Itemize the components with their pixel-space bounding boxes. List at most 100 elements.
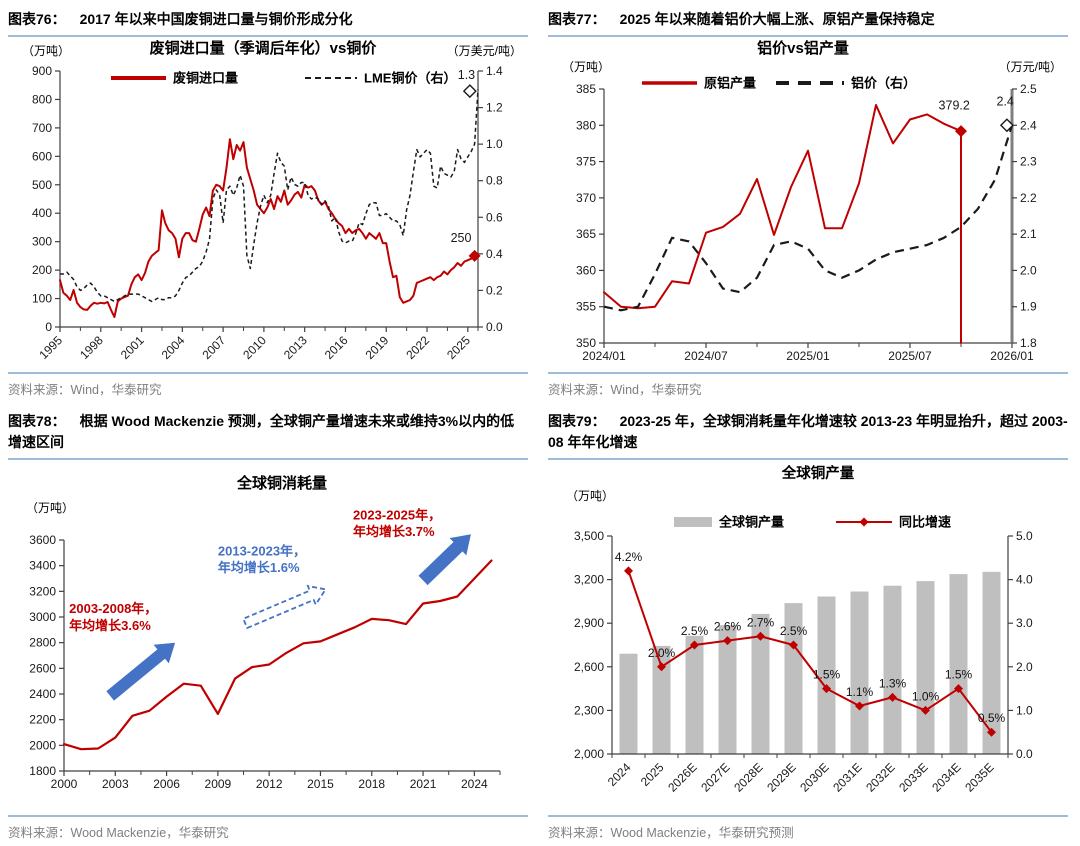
diamond-marker <box>789 640 798 650</box>
figure-panel-78: 图表78： 根据 Wood Mackenzie 预测，全球铜产量增速未来或维持3%… <box>0 402 540 846</box>
y-left-tick-label: 380 <box>576 118 596 132</box>
x-tick-label: 2025 <box>638 760 667 789</box>
diamond-marker <box>987 727 996 737</box>
legend-label: 原铝产量 <box>704 76 756 91</box>
y-left-tick-label: 3,200 <box>574 573 604 587</box>
y-right-tick-label: 2.2 <box>1020 191 1037 205</box>
trend-arrow <box>418 534 471 586</box>
trend-arrow <box>106 642 176 701</box>
chart-annotation: 年均增长3.7% <box>353 524 435 539</box>
y-right-tick-label: 0.2 <box>486 283 503 297</box>
figure-source: 资料来源：Wind，华泰研究 <box>548 372 1068 398</box>
data-label: 2.0% <box>648 646 676 660</box>
x-tick-label: 2012 <box>256 777 283 791</box>
data-label: 2.6% <box>714 620 742 634</box>
y-right-tick-label: 0.0 <box>1016 747 1033 761</box>
x-tick-label: 2026/01 <box>990 349 1034 363</box>
aluminum-price-line <box>603 124 1014 312</box>
y-right-tick-label: 0.6 <box>486 210 503 224</box>
diamond-marker <box>723 636 732 646</box>
y-left-tick-label: 2,600 <box>574 660 604 674</box>
x-tick-label: 2018 <box>358 777 385 791</box>
chart-title: 全球铜消耗量 <box>236 474 327 492</box>
chart-annotation: 2013-2023年， <box>218 543 306 558</box>
y-right-tick-label: 2.3 <box>1020 155 1037 169</box>
y-right-tick-label: 2.5 <box>1020 82 1037 96</box>
x-tick-label: 2006 <box>153 777 180 791</box>
figure-title: 2023-25 年，全球铜消耗量年化增速较 2013-23 年明显抬升，超过 2… <box>548 413 1068 450</box>
chart-canvas-global-copper-consumption: 1800200022002400260028003000320034003600… <box>26 474 501 791</box>
chart-area-78: 1800 2000 2200 2400 2600 2800 3000 3200 3400 3600… <box>8 460 528 814</box>
right-axis-unit: （万元/吨） <box>999 60 1062 74</box>
y-left-tick-label: 200 <box>32 263 52 277</box>
y-left-tick-label: 3600 <box>29 533 56 547</box>
x-tick-label: 2007 <box>199 333 228 362</box>
x-tick-label: 2025/01 <box>786 349 830 363</box>
x-tick-label: 1995 <box>36 333 65 362</box>
diamond-marker <box>999 118 1014 133</box>
axes: 0 100 200 300 400 500 600 700 800 900 0.0 0.2 0.4 0.6… <box>32 64 503 362</box>
y-right-tick-label: 2.0 <box>1020 263 1037 277</box>
y-left-tick-label: 2800 <box>29 636 56 650</box>
figure-header-78: 图表78： 根据 Wood Mackenzie 预测，全球铜产量增速未来或维持3%… <box>8 402 528 460</box>
legend-label: 同比增速 <box>899 515 951 530</box>
x-tick-label: 2024/07 <box>684 349 728 363</box>
x-tick-label: 2031E <box>830 760 864 794</box>
x-tick-label: 2015 <box>307 777 334 791</box>
diamond-marker <box>468 249 481 262</box>
x-tick-label: 2033E <box>896 760 930 794</box>
left-axis-unit: （万吨） <box>26 501 74 515</box>
y-left-tick-label: 3200 <box>29 584 56 598</box>
y-right-tick-label: 4.0 <box>1016 573 1033 587</box>
figure-source: 资料来源：Wind，华泰研究 <box>8 372 528 398</box>
legend-label: 废铜进口量 <box>173 71 238 86</box>
y-left-tick-label: 3000 <box>29 610 56 624</box>
y-left-tick-label: 700 <box>32 121 52 135</box>
y-left-tick-label: 400 <box>32 206 52 220</box>
y-left-tick-label: 2,300 <box>574 703 604 717</box>
y-left-tick-label: 375 <box>576 155 596 169</box>
diamond-marker <box>756 631 765 641</box>
chart-annotation: 379.2 <box>939 98 970 112</box>
y-right-tick-label: 2.1 <box>1020 227 1037 241</box>
chart-area-77: 350 355 360 365 370 375 380 385 1.8 1.9 2.0 2.1 2.2 2… <box>548 37 1068 371</box>
figure-header-76: 图表76： 2017 年以来中国废铜进口量与铜价形成分化 <box>8 0 528 37</box>
x-tick-label: 2026E <box>665 760 699 794</box>
x-tick-label: 2013 <box>281 333 310 362</box>
chart-annotation: 250 <box>451 231 472 245</box>
y-left-tick-label: 600 <box>32 149 52 163</box>
x-tick-label: 2004 <box>159 333 188 362</box>
y-right-tick-label: 1.2 <box>486 101 503 115</box>
chart-annotation: 2.4 <box>997 94 1014 108</box>
figure-title: 2017 年以来中国废铜进口量与铜价形成分化 <box>79 11 353 27</box>
figure-number: 图表77： <box>548 11 606 27</box>
x-tick-label: 2034E <box>929 760 963 794</box>
y-right-tick-label: 1.0 <box>486 137 503 151</box>
y-left-tick-label: 2600 <box>29 661 56 675</box>
x-tick-label: 2001 <box>118 333 147 362</box>
x-tick-label: 2024 <box>461 777 488 791</box>
y-left-tick-label: 2200 <box>29 713 56 727</box>
x-tick-label: 2024/01 <box>582 349 626 363</box>
y-right-tick-label: 1.4 <box>486 64 503 78</box>
chart-title: 全球铜产量 <box>781 464 855 482</box>
data-label: 1.5% <box>945 668 973 682</box>
x-tick-label: 2003 <box>102 777 129 791</box>
axes: 1800200022002400260028003000320034003600… <box>29 533 501 791</box>
x-tick-label: 2016 <box>322 333 351 362</box>
y-right-tick-label: 0.4 <box>486 247 503 261</box>
data-label: 1.3% <box>879 676 907 690</box>
primary-aluminum-output-line <box>603 104 962 344</box>
chart-title: 废铜进口量（季调后年化）vs铜价 <box>150 39 378 57</box>
x-tick-label: 2032E <box>863 760 897 794</box>
axes: 350 355 360 365 370 375 380 385 1.8 1.9 2.0 2.1 2.2 2… <box>576 82 1037 363</box>
y-right-tick-label: 1.8 <box>1020 336 1037 350</box>
figure-header-79: 图表79： 2023-25 年，全球铜消耗量年化增速较 2013-23 年明显抬升… <box>548 402 1068 460</box>
figure-panel-79: 图表79： 2023-25 年，全球铜消耗量年化增速较 2013-23 年明显抬升… <box>540 402 1080 846</box>
x-tick-label: 2021 <box>410 777 437 791</box>
x-tick-label: 2022 <box>403 333 432 362</box>
figure-number: 图表76： <box>8 11 66 27</box>
data-label: 0.5% <box>978 711 1006 725</box>
y-left-tick-label: 3400 <box>29 559 56 573</box>
